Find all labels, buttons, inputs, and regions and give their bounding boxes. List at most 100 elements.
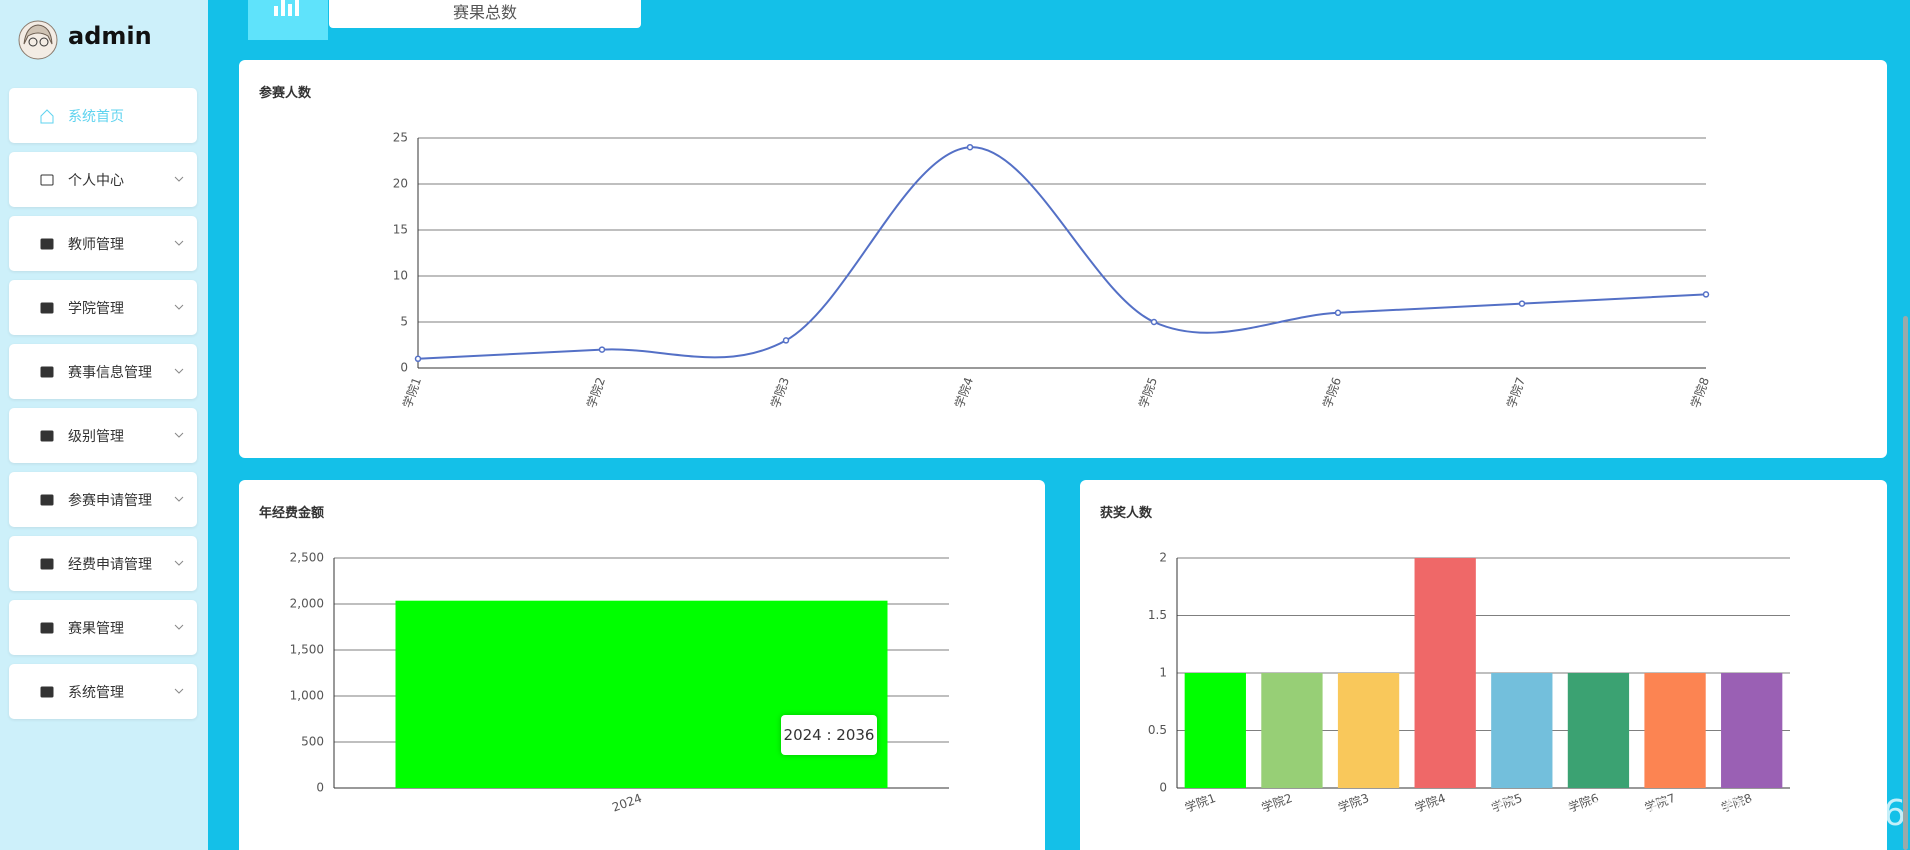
menu-item[interactable]: 经费申请管理 xyxy=(9,536,197,591)
x-tick-label: 学院6 xyxy=(1319,375,1344,410)
chart-card: 年经费金额 0 500 1,000 1,500 2,000 2,500 2024 xyxy=(239,480,1045,850)
chevron xyxy=(174,432,184,438)
bar xyxy=(1491,673,1553,788)
y-tick-label: 0.5 xyxy=(1148,723,1167,737)
bar xyxy=(1414,558,1476,788)
chevron xyxy=(174,240,184,246)
chart: 0 5 10 15 20 25 学院1 学院2 学院3 学院4 学院5 学院6 学院7 学院8 xyxy=(393,131,1712,410)
menu-icon xyxy=(40,238,54,250)
x-tick-label: 学院5 xyxy=(1135,375,1160,410)
stat-icon xyxy=(248,0,328,40)
x-tick-label: 学院4 xyxy=(1413,790,1448,815)
menu-icon xyxy=(40,558,54,570)
menu-icon xyxy=(40,174,54,186)
bar xyxy=(1567,673,1630,788)
icon xyxy=(274,0,299,16)
menu-item[interactable]: 赛事信息管理 xyxy=(9,344,197,399)
line xyxy=(417,146,1707,360)
sidebar: admin 系统首页个人中心教师管理学院管理赛事信息管理级别管理参赛申请管理 经费… xyxy=(0,0,208,850)
bar xyxy=(1184,673,1246,788)
menu-label: 参赛申请管理 xyxy=(68,493,152,509)
menu-label: 赛事信息管理 xyxy=(68,365,152,381)
x-tick-label: 2024 xyxy=(610,791,643,815)
y-tick-label: 20 xyxy=(393,177,408,191)
x-tick-label: 学院7 xyxy=(1503,375,1528,410)
point xyxy=(1518,300,1526,307)
chevron xyxy=(174,496,184,502)
y-tick-label: 15 xyxy=(393,223,408,237)
chevron xyxy=(174,176,184,182)
bar xyxy=(1721,673,1783,788)
menu-icon xyxy=(40,109,54,124)
y-tick-label: 500 xyxy=(301,735,324,749)
username: admin xyxy=(68,22,152,50)
menu-item[interactable]: 参赛申请管理 xyxy=(9,472,197,527)
chart: 0 500 1,000 1,500 2,000 2,500 2024 xyxy=(290,551,949,815)
point xyxy=(966,143,974,151)
scrollbar[interactable] xyxy=(1903,316,1908,850)
menu-item[interactable]: 系统管理 xyxy=(9,664,197,719)
menu-icon xyxy=(40,686,54,698)
y-tick-label: 1,500 xyxy=(290,643,324,657)
menu-label: 教师管理 xyxy=(68,237,124,253)
chart-card: 获奖人数 0 0.5 1 1.5 2 学院1 学院2 学院3 学院4 学院5 学院6 学院7 学院8 xyxy=(1080,480,1887,850)
chevron xyxy=(174,304,184,310)
y-tick-label: 1,000 xyxy=(290,689,324,703)
point xyxy=(414,355,422,363)
chart-title: 获奖人数 xyxy=(1100,506,1153,521)
y-tick-label: 2,500 xyxy=(290,551,324,565)
bar xyxy=(395,600,888,788)
y-tick-label: 2,000 xyxy=(290,597,324,611)
point xyxy=(782,337,790,344)
menu-label: 系统管理 xyxy=(68,685,124,701)
menu-label: 赛果管理 xyxy=(68,621,124,637)
y-tick-label: 2 xyxy=(1159,551,1167,565)
menu-icon xyxy=(40,494,54,506)
chevron xyxy=(174,368,184,374)
menu-icon xyxy=(40,622,54,634)
x-tick-label: 学院2 xyxy=(583,375,608,410)
y-tick-label: 0 xyxy=(1159,781,1167,795)
menu-label: 经费申请管理 xyxy=(68,557,152,573)
x-tick-label: 学院8 xyxy=(1687,375,1712,410)
watermark: CSDN @QQ3888232316 xyxy=(1470,793,1906,834)
y-tick-label: 10 xyxy=(393,269,408,283)
x-tick-label: 学院1 xyxy=(1183,790,1218,815)
x-tick-label: 学院3 xyxy=(1336,790,1371,815)
x-tick-label: 学院2 xyxy=(1259,790,1294,815)
y-tick-label: 0 xyxy=(316,781,324,795)
chevron xyxy=(174,688,184,694)
menu-label: 学院管理 xyxy=(68,301,124,317)
chart-card: 参赛人数 0 5 10 15 20 25 学院1 学院2 学院3 学院4 学院5 学院6 学院7 学院8 xyxy=(239,60,1887,458)
menu-icon xyxy=(40,366,54,378)
menu-item[interactable]: 赛果管理 xyxy=(9,600,197,655)
bar xyxy=(1644,673,1706,788)
menu-item[interactable]: 学院管理 xyxy=(9,280,197,335)
y-tick-label: 0 xyxy=(400,361,408,375)
x-tick-label: 学院4 xyxy=(951,375,976,410)
y-tick-label: 25 xyxy=(393,131,408,145)
point xyxy=(1334,309,1342,317)
x-tick-label: 学院1 xyxy=(399,375,424,410)
menu-label: 个人中心 xyxy=(68,173,124,189)
bar xyxy=(1261,673,1323,788)
menu-icon xyxy=(40,302,54,314)
y-tick-label: 1 xyxy=(1159,666,1167,680)
avatar xyxy=(18,20,58,60)
menu-item[interactable]: 教师管理 xyxy=(9,216,197,271)
y-tick-label: 5 xyxy=(400,315,408,329)
y-tick-label: 1.5 xyxy=(1148,608,1167,622)
tooltip: 2024 : 2036 xyxy=(781,715,877,755)
chevron xyxy=(174,624,184,630)
chart-title: 年经费金额 xyxy=(259,506,325,521)
menu-item[interactable]: 系统首页 xyxy=(9,88,197,143)
bar xyxy=(1337,673,1400,788)
point xyxy=(598,346,606,353)
menu-item[interactable]: 级别管理 xyxy=(9,408,197,463)
menu-item[interactable]: 个人中心 xyxy=(9,152,197,207)
stat-label: 赛果总数 xyxy=(329,0,641,28)
point xyxy=(1702,291,1710,298)
point xyxy=(1150,318,1158,326)
